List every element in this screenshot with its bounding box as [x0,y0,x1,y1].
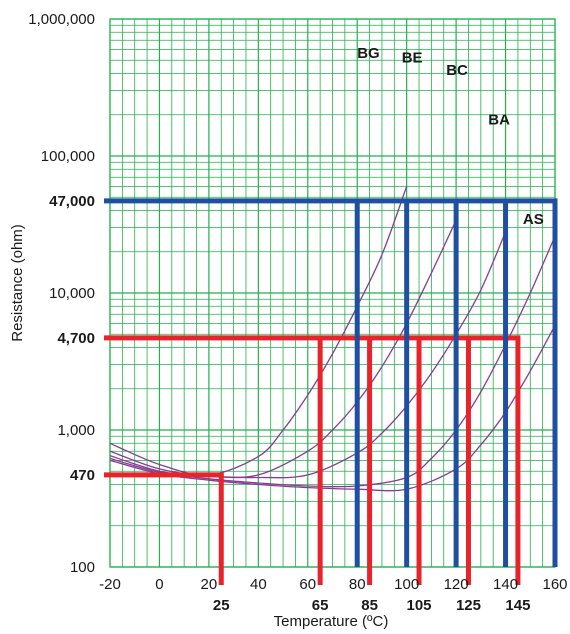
y-highlight-tick-label: 47,000 [49,193,95,210]
series-label-as: AS [523,211,544,228]
x-highlight-tick-label: 65 [312,597,329,614]
series-label-be: BE [402,50,423,67]
x-tick-label: -20 [99,576,121,593]
x-highlight-tick-label: 125 [456,597,481,614]
series-label-bg: BG [357,45,380,62]
x-highlight-tick-label: 145 [505,597,530,614]
x-tick-label: 120 [444,576,469,593]
grid [110,19,555,567]
x-tick-label: 0 [155,576,163,593]
x-highlight-tick-label: 85 [361,597,378,614]
series-label-ba: BA [488,111,510,128]
x-highlight-tick-label: 25 [213,597,230,614]
x-tick-label: 20 [201,576,218,593]
y-tick-label: 10,000 [49,285,95,302]
x-tick-label: 40 [250,576,267,593]
x-tick-label: 100 [394,576,419,593]
tick-labels: -20 0 20 40 60 80 100 120 140 160 25 65 85 105 125 145 1… [28,11,567,614]
y-highlight-tick-label: 470 [70,467,95,484]
y-axis-label: Resistance (ohm) [9,224,26,342]
x-highlight-tick-label: 105 [407,597,432,614]
x-axis-label: Temperature (ºC) [274,613,389,630]
series-label-bc: BC [446,62,468,79]
x-tick-label: 140 [493,576,518,593]
x-tick-label: 60 [299,576,316,593]
y-highlight-tick-label: 4,700 [57,330,95,347]
x-tick-label: 160 [542,576,567,593]
y-tick-label: 100 [70,559,95,576]
x-tick-label: 80 [349,576,366,593]
y-tick-label: 100,000 [41,148,95,165]
y-tick-label: 1,000,000 [28,11,95,28]
y-tick-label: 1,000 [57,422,95,439]
